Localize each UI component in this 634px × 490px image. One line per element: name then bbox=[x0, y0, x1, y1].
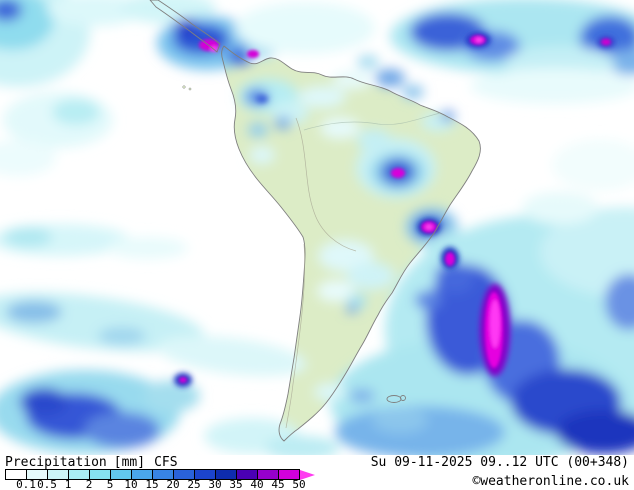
amazon-river bbox=[303, 112, 441, 131]
precip-extreme-layer bbox=[179, 35, 611, 383]
legend-model: CFS bbox=[154, 455, 178, 470]
colorbar-tick-label: 0.1 bbox=[16, 478, 36, 490]
colorbar-segment bbox=[278, 469, 300, 480]
colorbar-tick-label: 0.5 bbox=[37, 478, 57, 490]
legend-bar: Precipitation [mm] CFS 0.1 0.5 1 2 5 10 15 20 25 30… bbox=[0, 455, 634, 490]
colorbar-tick-label: 30 bbox=[208, 478, 222, 490]
colorbar-tick-label: 10 bbox=[124, 478, 138, 490]
legend-title: Precipitation bbox=[5, 455, 107, 470]
colorbar-arrow bbox=[300, 469, 315, 480]
legend-title-row: Precipitation [mm] CFS bbox=[5, 455, 178, 470]
galapagos-islands bbox=[182, 85, 186, 89]
colorbar-tick-label: 35 bbox=[229, 478, 243, 490]
precipitation-map bbox=[0, 0, 634, 455]
colorbar-tick-label: 1 bbox=[64, 478, 72, 490]
colorbar-tick-label: 5 bbox=[106, 478, 114, 490]
colorbar-tick-label: 2 bbox=[85, 478, 93, 490]
legend-unit: [mm] bbox=[113, 455, 146, 470]
legend-right: Su 09-11-2025 09..12 UTC (00+348) ©weath… bbox=[371, 455, 629, 489]
coastline bbox=[149, 0, 481, 442]
colorbar-tick-label: 15 bbox=[145, 478, 159, 490]
colorbar-tick-label: 25 bbox=[187, 478, 201, 490]
internal-borders bbox=[285, 112, 441, 429]
colorbar-tick-label: 40 bbox=[250, 478, 264, 490]
colorbar-tick-label: 50 bbox=[292, 478, 306, 490]
colorbar-tick-labels: 0.1 0.5 1 2 5 10 15 20 25 30 35 40 45 50 bbox=[5, 479, 335, 490]
colorbar-tick-label: 45 bbox=[271, 478, 285, 490]
map-canvas bbox=[0, 0, 634, 455]
colorbar-tick-label: 20 bbox=[166, 478, 180, 490]
valid-datetime: Su 09-11-2025 09..12 UTC (00+348) bbox=[370, 455, 629, 470]
copyright: ©weatheronline.co.uk bbox=[472, 474, 629, 489]
precipitation-colorbar bbox=[5, 469, 315, 480]
